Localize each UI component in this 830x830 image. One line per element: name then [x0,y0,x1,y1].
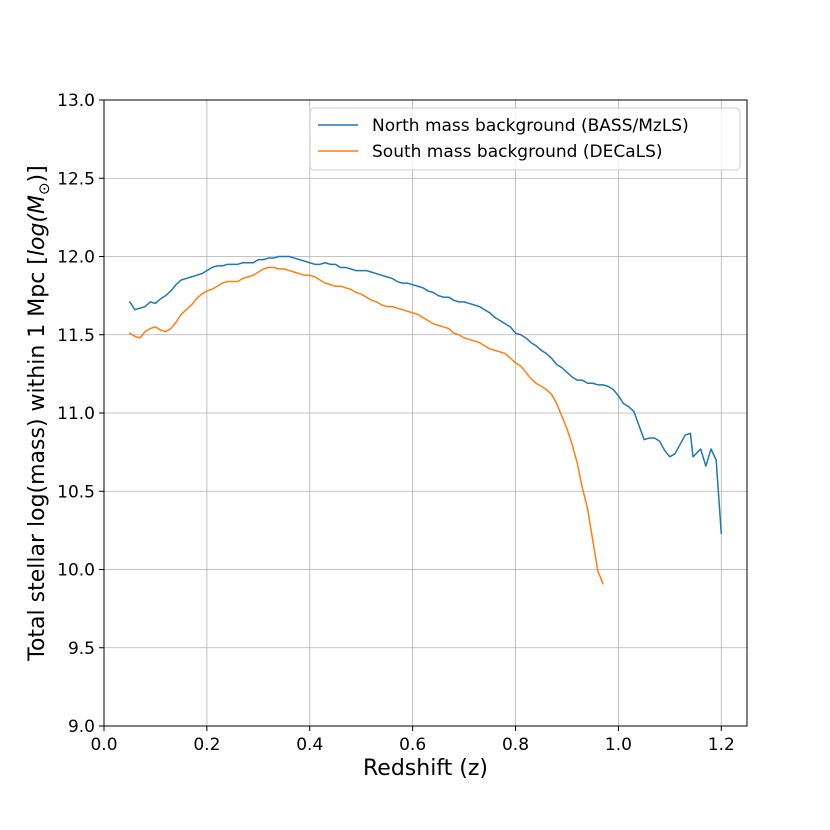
x-tick-label: 0.0 [90,735,117,755]
y-tick-label: 10.5 [57,482,95,502]
y-axis-label-math: log(M [25,195,50,256]
legend: North mass background (BASS/MzLS) South … [309,107,741,171]
series-lines [128,255,723,585]
legend-label-north: North mass background (BASS/MzLS) [372,116,689,136]
y-axis-label-suffix: )] [25,165,50,182]
series-line-north [128,255,723,535]
y-axis-ticks: 9.0 9.5 10.0 10.5 11.0 11.5 12.0 12.5 13.0 [57,91,104,737]
y-tick-label: 9.0 [68,717,95,737]
y-axis-label-text: Total stellar log(mass) within 1 Mpc [ [25,256,50,662]
x-axis-label: Redshift (z) [363,756,488,781]
y-tick-label: 10.0 [57,561,95,581]
y-axis-label: Total stellar log(mass) within 1 Mpc [lo… [25,165,53,661]
legend-label-south: South mass background (DECaLS) [372,142,663,162]
y-tick-label: 11.5 [57,326,95,346]
y-tick-label: 11.0 [57,404,95,424]
x-tick-label: 0.2 [193,735,220,755]
y-tick-label: 12.0 [57,248,95,268]
y-tick-label: 13.0 [57,91,95,111]
x-tick-label: 1.0 [605,735,632,755]
y-axis-label-subscript: ⊙ [35,182,53,195]
legend-box [309,107,741,171]
series-line-south [128,266,604,585]
x-tick-label: 0.4 [296,735,323,755]
y-tick-label: 9.5 [68,639,95,659]
x-tick-label: 0.6 [399,735,426,755]
x-axis-ticks: 0.0 0.2 0.4 0.6 0.8 1.0 1.2 [90,726,735,755]
x-tick-label: 1.2 [708,735,735,755]
x-tick-label: 0.8 [502,735,529,755]
y-tick-label: 12.5 [57,169,95,189]
